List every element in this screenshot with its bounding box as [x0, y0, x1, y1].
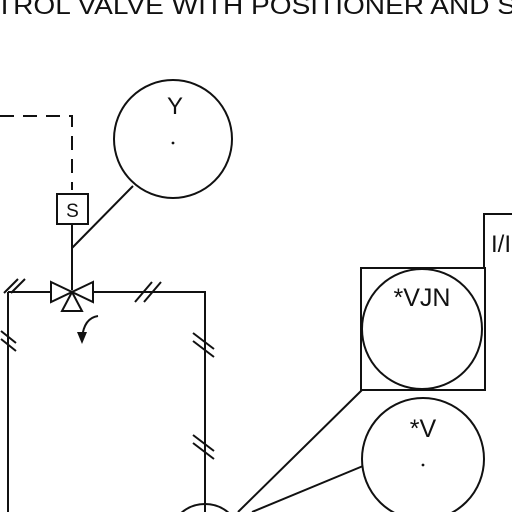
- instrument-v-dot: [421, 463, 425, 467]
- instrument-vjn: *VJN: [360, 267, 486, 391]
- pipe-right-top: [93, 291, 206, 512]
- diagram-title: TROL VALVE WITH POSITIONER AND S: [0, 0, 512, 20]
- instrument-vjn-circle: [361, 268, 483, 390]
- solenoid-label: S: [66, 201, 79, 222]
- instrument-y-label: Y: [167, 93, 183, 120]
- v-connector-line: [251, 465, 364, 512]
- instrument-y-circle: [113, 79, 233, 199]
- instrument-y: Y: [113, 79, 233, 199]
- instrument-v-circle: [361, 397, 485, 512]
- instrument-ip-label: I/I: [491, 231, 511, 258]
- vjn-connector-line: [237, 389, 363, 512]
- instrument-ip-box: [483, 213, 512, 268]
- flow-arrow: [77, 315, 99, 344]
- bottom-instrument-circle: [180, 503, 230, 512]
- instrument-y-dot: [171, 141, 175, 145]
- instrument-v-label: *V: [410, 415, 437, 443]
- instrument-ip: I/I: [483, 213, 512, 268]
- pipe-hatch-marks: [0, 278, 215, 460]
- instrument-vjn-label: *VJN: [394, 284, 451, 312]
- dashed-signal-line: [0, 115, 73, 190]
- y-connector-line: [71, 185, 134, 249]
- instrument-v: *V: [361, 397, 485, 512]
